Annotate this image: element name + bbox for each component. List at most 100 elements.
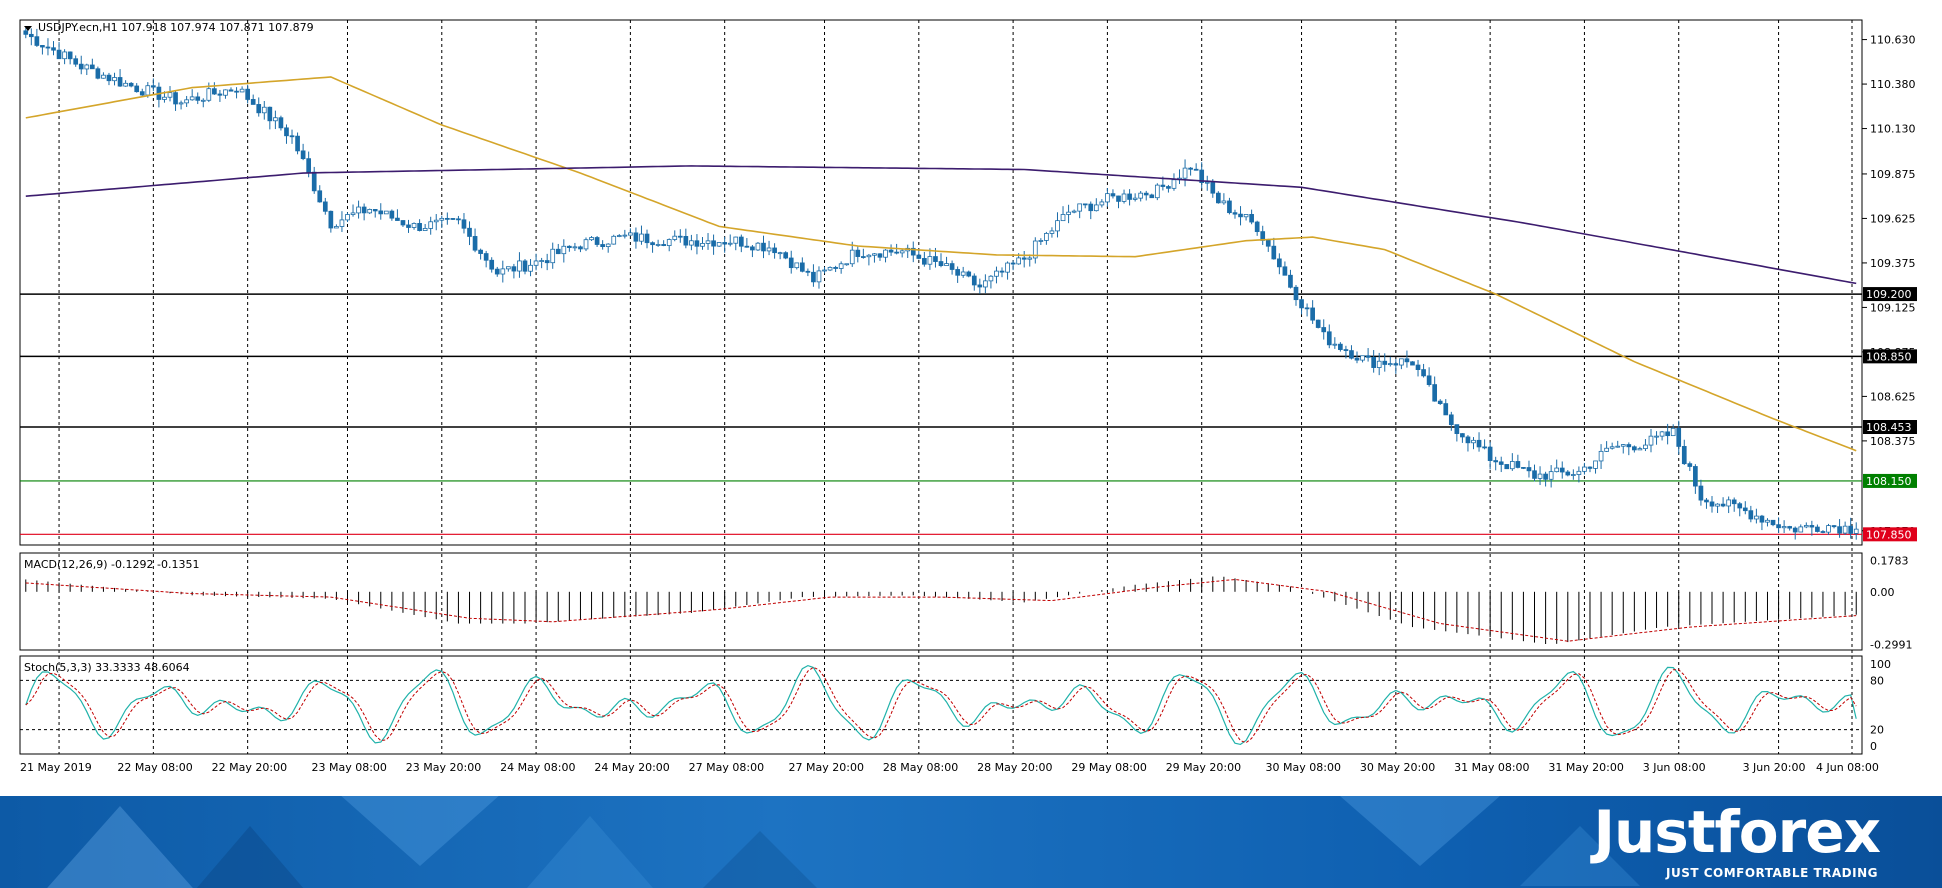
decor-shape <box>330 796 510 866</box>
candle-body <box>639 233 644 242</box>
candle-body <box>494 268 500 275</box>
candle-body <box>361 206 367 214</box>
candle-body <box>561 245 567 255</box>
candle-body <box>1698 485 1704 501</box>
candle-body <box>1221 200 1227 204</box>
candle-body <box>1299 299 1304 309</box>
candle-body <box>533 260 539 266</box>
candle-body <box>711 240 716 247</box>
ma-slow-line <box>25 165 1857 285</box>
x-tick-label: 31 May 08:00 <box>1454 761 1529 774</box>
candle-body <box>894 251 899 254</box>
candle-body <box>67 51 73 60</box>
x-tick-label: 3 Jun 20:00 <box>1743 761 1806 774</box>
candle-body <box>506 266 511 270</box>
candle-body <box>600 244 605 248</box>
candle-body <box>655 244 661 246</box>
candle-body <box>605 243 611 248</box>
x-tick-label: 23 May 08:00 <box>311 761 386 774</box>
macd-y-tick-label: 0.1783 <box>1870 554 1909 567</box>
candle-body <box>716 242 722 247</box>
candle-body <box>1498 461 1504 465</box>
x-tick-label: 30 May 08:00 <box>1266 761 1341 774</box>
candle-body <box>1670 427 1676 437</box>
price-level-tag <box>1863 287 1917 302</box>
candle-body <box>1776 524 1781 529</box>
candle-body <box>1326 331 1332 346</box>
price-level-label: 109.200 <box>1866 288 1912 301</box>
y-tick-label: 110.630 <box>1870 34 1916 47</box>
candle-body <box>478 249 483 254</box>
candle-body <box>1365 355 1371 358</box>
candle-body <box>1321 327 1327 333</box>
candle-body <box>128 82 134 87</box>
candle-body <box>528 264 533 272</box>
candle-body <box>1149 194 1155 199</box>
candle-body <box>988 275 994 282</box>
candle-body <box>1005 262 1010 273</box>
candle-body <box>1166 186 1171 189</box>
x-tick-label: 21 May 2019 <box>20 761 92 774</box>
candle-body <box>1443 403 1449 416</box>
candle-body <box>1188 167 1193 170</box>
candle-body <box>439 217 445 221</box>
candle-body <box>855 249 861 257</box>
candle-body <box>1576 470 1582 475</box>
candle-body <box>1615 445 1621 448</box>
candle-body <box>1570 474 1576 476</box>
candle-body <box>1831 525 1837 528</box>
candle-body <box>578 246 583 250</box>
candle-body <box>1659 431 1665 437</box>
candle-body <box>200 99 206 102</box>
x-tick-label: 31 May 20:00 <box>1548 761 1623 774</box>
candle-body <box>500 268 506 275</box>
candle-body <box>689 240 694 246</box>
candle-body <box>1293 286 1299 301</box>
candle-body <box>661 244 667 246</box>
candle-body <box>1132 197 1138 200</box>
candle-body <box>1720 503 1726 507</box>
candle-body <box>317 190 323 203</box>
stoch-title: Stoch(5,3,3) 33.3333 48.6064 <box>24 661 190 674</box>
candle-body <box>383 210 389 215</box>
candle-body <box>944 263 949 267</box>
candle-body <box>727 242 733 245</box>
candle-body <box>1160 184 1166 187</box>
candle-body <box>267 106 273 122</box>
candle-body <box>339 219 345 227</box>
candle-body <box>877 253 883 258</box>
price-level-tag <box>1863 349 1917 364</box>
candle-body <box>938 261 944 267</box>
candle-body <box>428 221 434 229</box>
candle-body <box>1726 499 1731 507</box>
candle-body <box>95 68 101 79</box>
candle-body <box>722 242 728 245</box>
candle-body <box>1687 463 1693 467</box>
candle-body <box>733 236 739 244</box>
candle-body <box>933 256 938 262</box>
panel-frame <box>19 655 1863 755</box>
candle-body <box>1099 201 1105 206</box>
candle-body <box>372 209 378 212</box>
candle-body <box>960 271 966 276</box>
candle-body <box>899 250 905 254</box>
candle-body <box>872 253 877 256</box>
candle-body <box>356 206 361 214</box>
candle-body <box>217 93 223 96</box>
candle-body <box>544 260 550 264</box>
candle-body <box>1798 526 1804 533</box>
candle-body <box>861 256 866 258</box>
candle-body <box>1437 400 1443 404</box>
candle-body <box>766 247 772 252</box>
candle-body <box>28 33 34 38</box>
candle-body <box>300 150 306 160</box>
candle-body <box>910 247 916 256</box>
candle-body <box>1066 211 1071 215</box>
candle-body <box>1487 446 1493 461</box>
candle-body <box>955 269 960 276</box>
price-chart[interactable]: 21 May 2019 22 May 08:00 22 May 20:00 23 Ma… <box>0 0 1942 796</box>
candle-body <box>23 30 29 35</box>
candle-body <box>139 91 145 96</box>
candle-body <box>406 224 411 228</box>
price-level-label: 108.453 <box>1866 421 1912 434</box>
